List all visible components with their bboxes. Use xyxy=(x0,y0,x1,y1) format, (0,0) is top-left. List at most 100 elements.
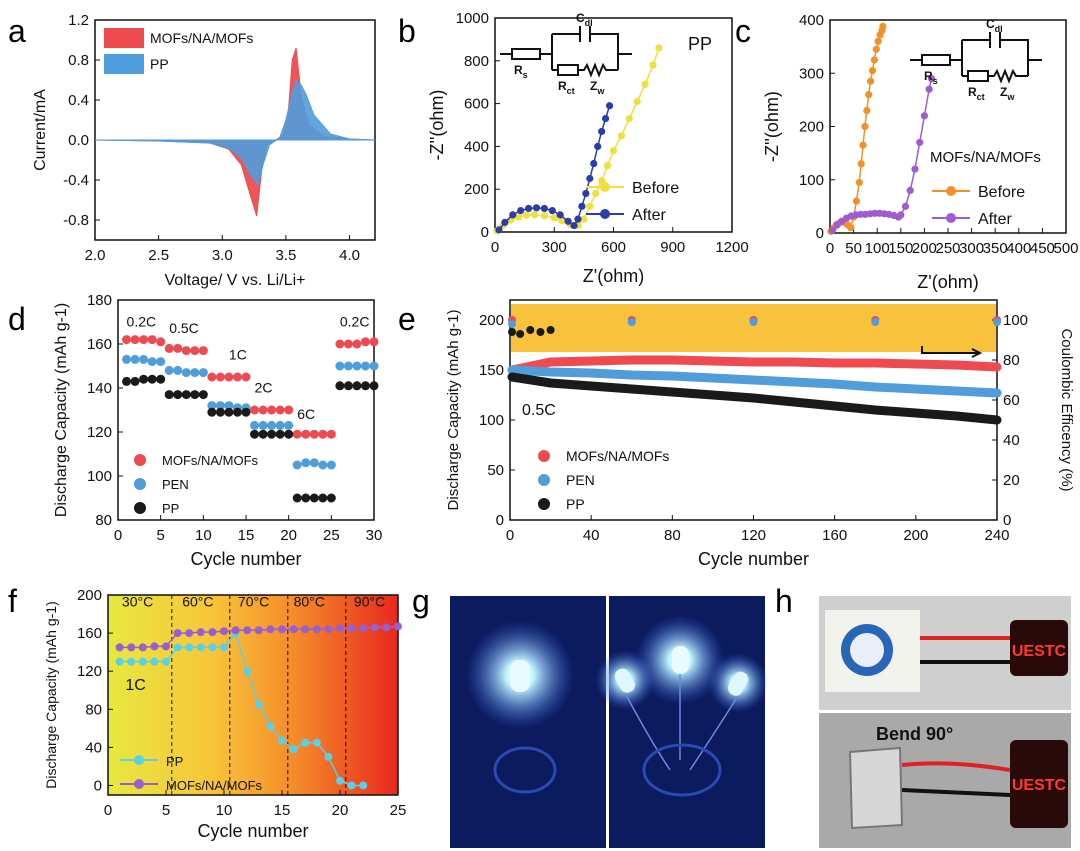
circuit-wire xyxy=(961,39,1042,76)
temp-PP-point xyxy=(150,657,159,666)
temp-MOFs/NA/MOFs-point xyxy=(312,625,321,634)
capacitor-cdl xyxy=(989,32,1001,48)
led-right-center xyxy=(672,646,689,674)
efficiency-point-PEN xyxy=(627,318,636,326)
temperature-label: 60°C xyxy=(182,593,213,609)
rate-MOFs/NA/MOFs-point xyxy=(326,429,336,439)
eis-c-Before-point xyxy=(852,197,861,205)
y-tick-label: 100 xyxy=(87,468,112,485)
rate-MOFs/NA/MOFs-point xyxy=(147,335,157,345)
legend-d-dot xyxy=(134,502,146,514)
temp-PP-point xyxy=(266,722,275,731)
x-tick-label: 150 xyxy=(888,240,913,257)
rate-PEN-point xyxy=(198,368,208,378)
eis-b-After-point xyxy=(598,127,606,136)
chart-d-rate: 0 5 10 15 20 25 30 80 100 120 140 160 180 Cycle numbe… xyxy=(53,292,382,569)
rate-PEN-point xyxy=(147,357,157,367)
rate-PP-point xyxy=(207,407,217,417)
eis-c-Before-point xyxy=(866,77,875,85)
y-tick-label: 40 xyxy=(85,739,102,756)
x-tick-label: 200 xyxy=(903,527,928,544)
temp-PP-point xyxy=(173,643,182,652)
y-tick-label: 200 xyxy=(799,119,824,136)
eis-b-After-point xyxy=(556,211,564,219)
rate-MOFs/NA/MOFs-point xyxy=(250,405,260,415)
rate-label: 2C xyxy=(255,379,273,395)
label-zw: Zw xyxy=(590,79,605,96)
y2-tick-label: 20 xyxy=(1003,472,1020,489)
rate-PP-point xyxy=(173,390,183,400)
y-tick-label: 0.4 xyxy=(68,92,89,109)
temp-PP-point xyxy=(208,643,217,652)
legend-f-pp-label: PP xyxy=(166,754,183,769)
rate-MOFs/NA/MOFs-point xyxy=(156,337,166,347)
x-tick-label: 80 xyxy=(664,527,681,544)
panel-label-a: a xyxy=(8,13,26,49)
y-tick-label: 200 xyxy=(479,312,504,329)
x-tick-label: 240 xyxy=(984,527,1009,544)
eis-b-Before-point xyxy=(603,162,612,170)
rate-PEN-point xyxy=(343,361,353,371)
rate-PEN-point xyxy=(139,354,149,364)
eis-b-Before-point xyxy=(586,202,594,210)
led-sign-bottom-text: UESTC xyxy=(1012,777,1067,794)
efficiency-point-PP xyxy=(536,328,545,336)
temp-PP-point xyxy=(289,745,298,754)
x-axis-label: Z'(ohm) xyxy=(583,266,644,286)
y-tick-label: 400 xyxy=(464,138,489,155)
capacitor-cdl xyxy=(579,26,591,42)
temp-PP-point xyxy=(115,657,124,666)
y-tick-label: 100 xyxy=(479,412,504,429)
chart-a-frame xyxy=(94,19,376,241)
y-axis-label: Discharge Capacity (mAh g-1) xyxy=(53,303,70,517)
temp-MOFs/NA/MOFs-point xyxy=(220,627,228,636)
eis-b-Before-point xyxy=(550,214,558,222)
panel-label-f: f xyxy=(8,583,17,619)
rate-PP-point xyxy=(301,493,311,503)
rate-PP-point xyxy=(369,381,379,391)
rate-PEN-point xyxy=(284,420,294,430)
chart-b-label: PP xyxy=(688,34,712,54)
legend-d-dot xyxy=(134,454,146,466)
rate-PEN-point xyxy=(164,365,174,375)
y-tick-label: 150 xyxy=(479,362,504,379)
rate-PP-point xyxy=(275,429,285,439)
x-tick-label: 3.5 xyxy=(275,247,296,264)
eis-b-Before-point xyxy=(580,215,588,223)
temp-MOFs/NA/MOFs-point xyxy=(185,629,194,638)
efficiency-point-PP xyxy=(526,326,535,334)
y-axis-label: Discharge Capacity (mAh g-1) xyxy=(43,601,59,789)
resistor-rs xyxy=(921,54,951,66)
led-reflection-right xyxy=(642,743,722,797)
efficiency-point-PEN xyxy=(749,318,758,326)
eis-c-Before-point xyxy=(861,122,869,131)
chart-f-temperature: 0 5 10 15 20 25 0 40 80 120 160 200 Cycle number Disc… xyxy=(43,587,406,841)
y-tick-label: 200 xyxy=(77,587,102,604)
temp-MOFs/NA/MOFs-point xyxy=(347,624,356,633)
eis-b-After-point xyxy=(594,142,602,150)
legend-e-label: MOFs/NA/MOFs xyxy=(566,448,669,464)
eis-c-After-point xyxy=(828,226,836,234)
efficiency-point-PP xyxy=(516,330,525,338)
rate-label: 0.2C xyxy=(340,313,370,329)
chart-a-cv: 2.0 2.5 3.0 3.5 4.0 -0.8 -0.4 0.0 0.4 0.8 1.2 Volta… xyxy=(32,12,376,289)
temp-PP-point xyxy=(301,738,310,747)
eis-b-Before-point xyxy=(649,61,657,69)
y2-tick-label: 60 xyxy=(1003,392,1020,409)
y2-tick-label: 0 xyxy=(1003,512,1011,529)
rate-PEN-point xyxy=(224,401,234,411)
eis-b-Before-point xyxy=(641,80,649,88)
rate-PP-point xyxy=(164,390,174,400)
temp-MOFs/NA/MOFs-point xyxy=(243,626,252,635)
temperature-gradient xyxy=(108,595,398,795)
y-axis-label: Discharge Capacity (mAh g-1) xyxy=(445,310,462,511)
legend-c-before-swatch-dot xyxy=(946,186,956,196)
x-tick-label: 900 xyxy=(660,239,685,256)
eis-c-After-point xyxy=(927,74,936,83)
rate-PEN-point xyxy=(258,420,268,430)
y-tick-label: 120 xyxy=(77,663,102,680)
rate-MOFs/NA/MOFs-point xyxy=(224,372,234,382)
x-tick-label: 0 xyxy=(826,240,834,257)
legend-f-mofs-swatch-dot xyxy=(134,779,144,789)
